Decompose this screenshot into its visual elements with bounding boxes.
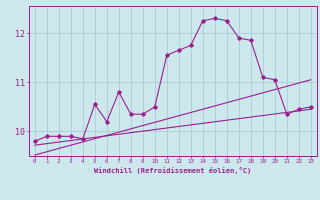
X-axis label: Windchill (Refroidissement éolien,°C): Windchill (Refroidissement éolien,°C) <box>94 167 252 174</box>
